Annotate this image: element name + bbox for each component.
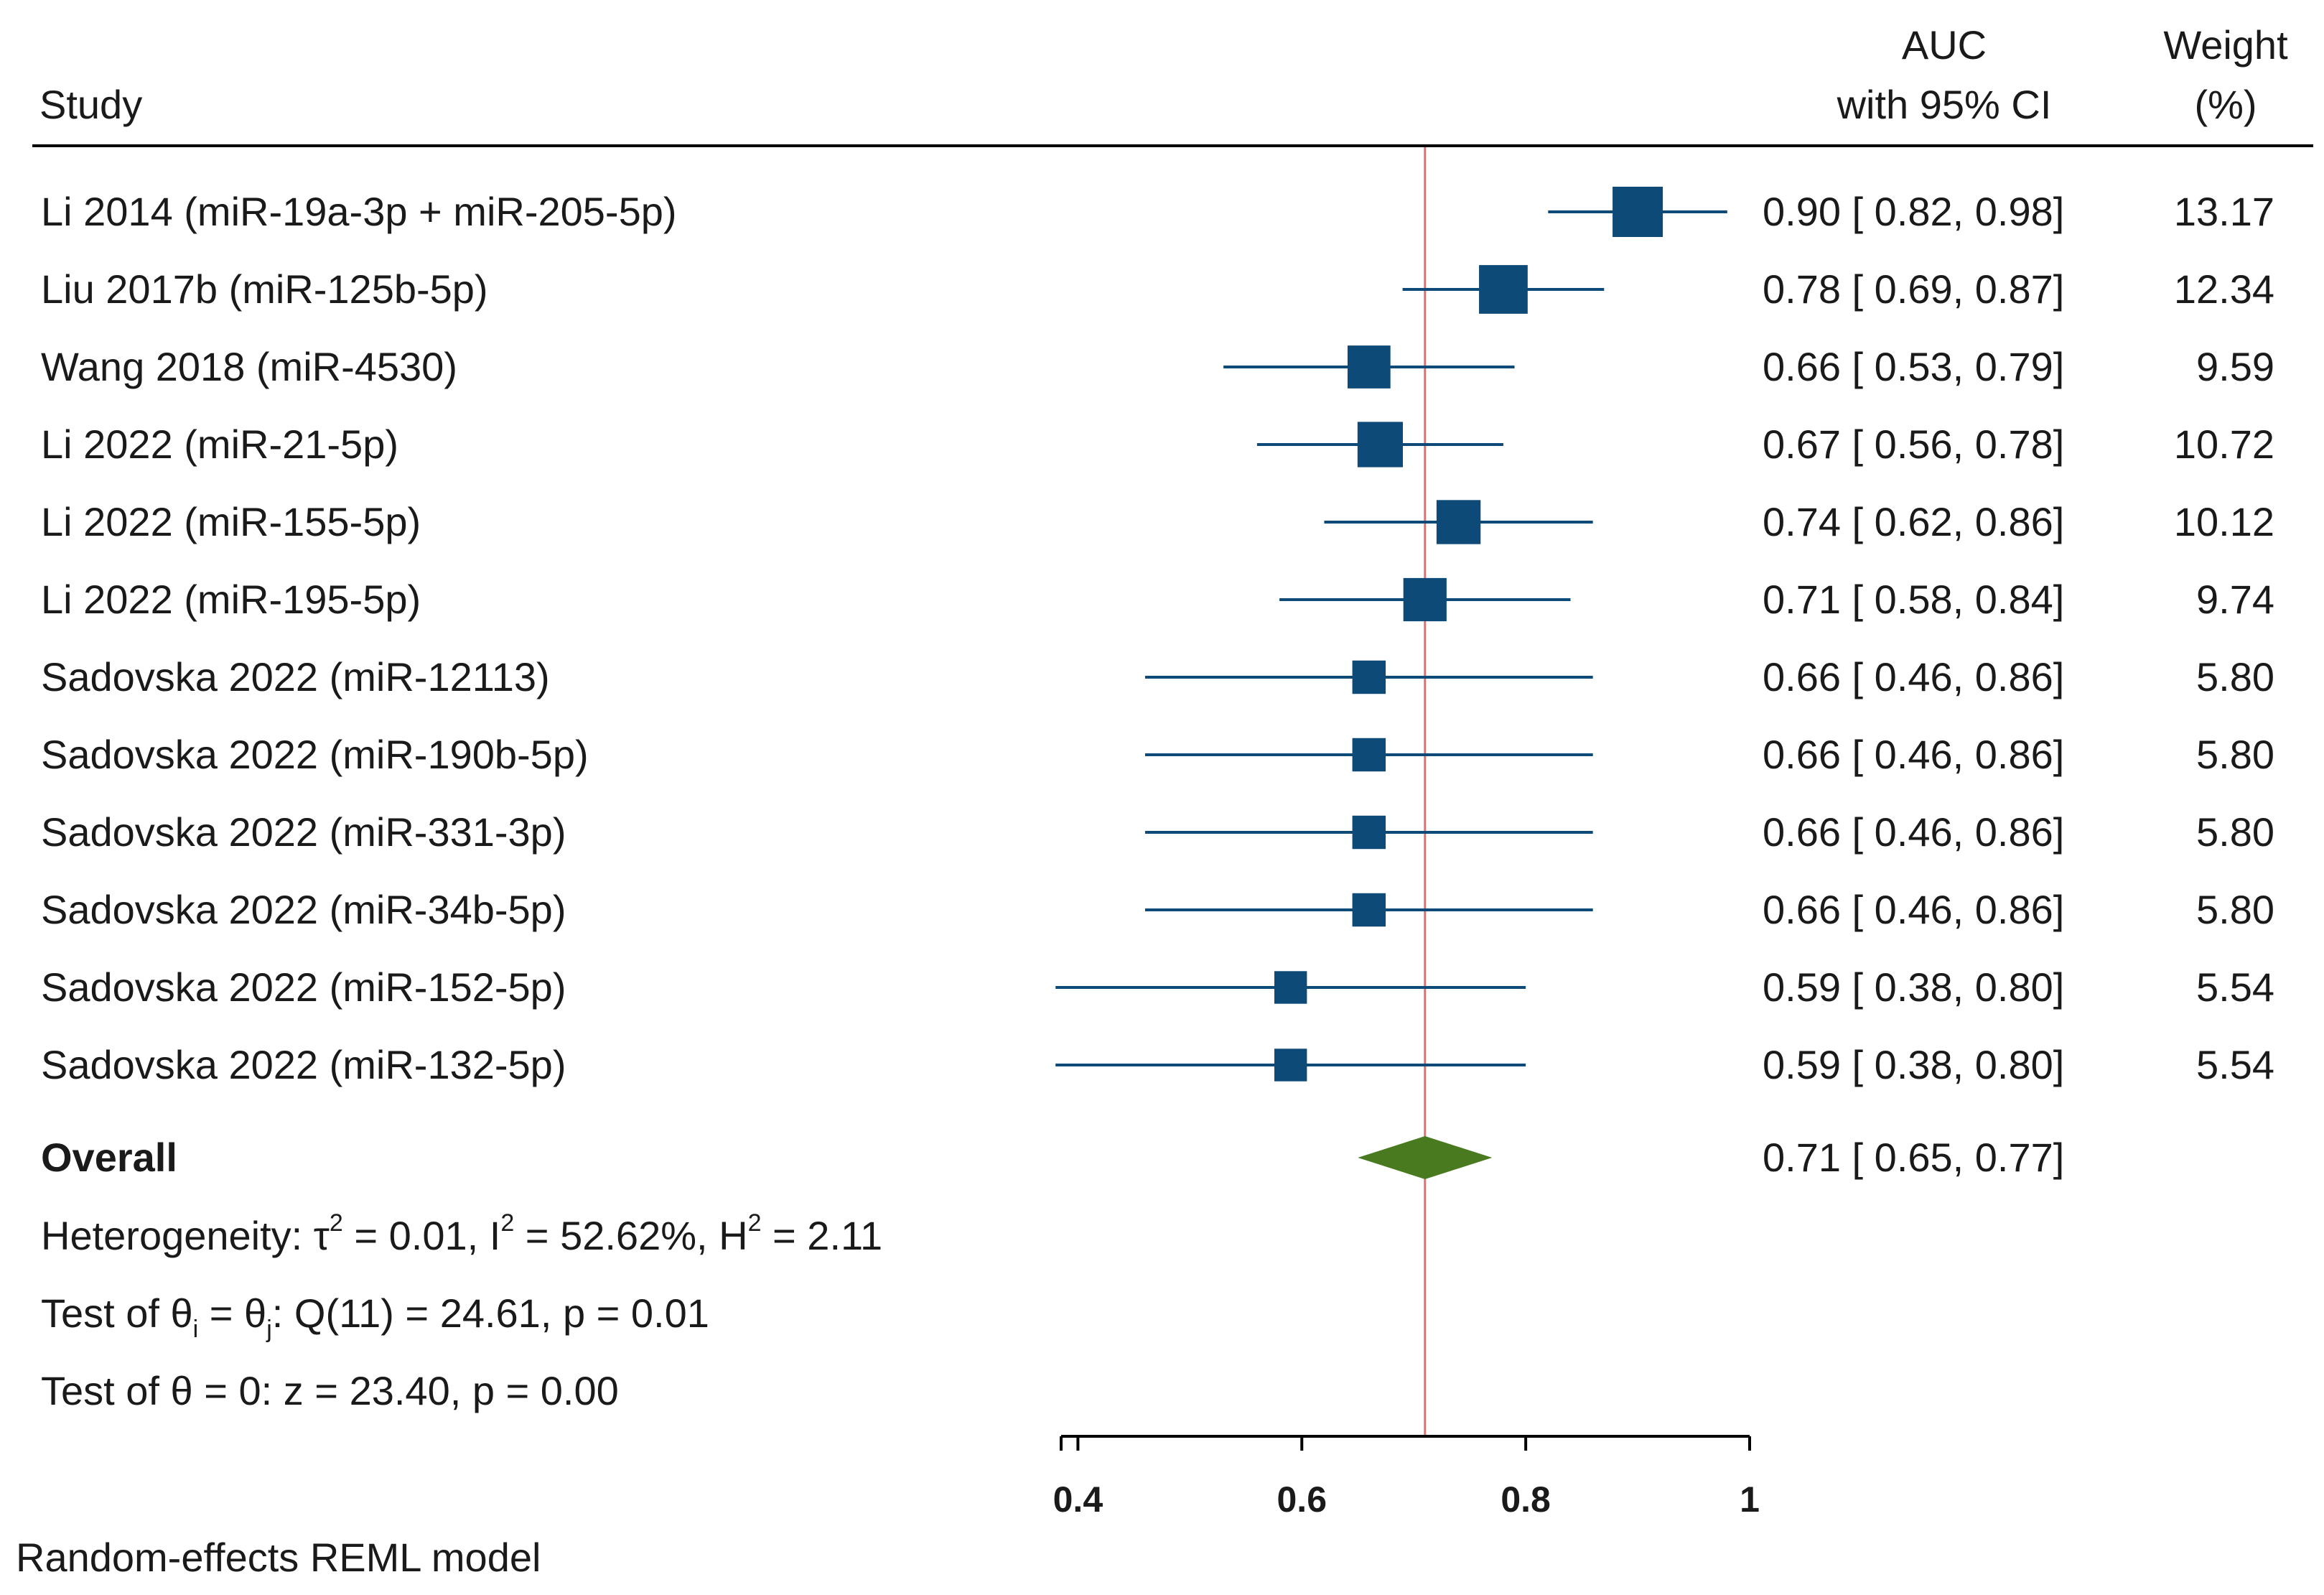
test-theta-ij-prefix: Test of θ xyxy=(41,1291,193,1336)
weight-text: 10.12 xyxy=(2174,499,2274,544)
x-axis: 0.4 0.6 0.8 1 xyxy=(1053,1435,1760,1520)
effect-marker xyxy=(1357,422,1403,468)
header-weight-line1: Weight xyxy=(2163,22,2288,68)
ci-text: 0.74 [ 0.62, 0.86] xyxy=(1763,499,2064,544)
study-row: Sadovska 2022 (miR-34b-5p) 0.66 [ 0.46, 0… xyxy=(41,887,2274,932)
weight-text: 5.80 xyxy=(2196,887,2274,932)
tau-squared-value: = 0.01, I xyxy=(343,1213,501,1258)
study-row: Li 2022 (miR-195-5p) 0.71 [ 0.58, 0.84] 9.… xyxy=(41,577,2274,622)
overall-label: Overall xyxy=(41,1135,177,1180)
test-theta-ij-middle: = θ xyxy=(198,1291,266,1336)
overall-row: Overall 0.71 [ 0.65, 0.77] xyxy=(41,1135,2064,1180)
ci-text: 0.66 [ 0.46, 0.86] xyxy=(1763,887,2064,932)
effect-marker xyxy=(1403,577,1447,622)
effect-marker xyxy=(1352,815,1386,850)
ci-text: 0.66 [ 0.46, 0.86] xyxy=(1763,809,2064,855)
effect-marker xyxy=(1274,971,1307,1004)
study-label: Wang 2018 (miR-4530) xyxy=(41,344,457,389)
study-row: Sadovska 2022 (miR-12113) 0.66 [ 0.46, 0.… xyxy=(41,654,2274,699)
h-squared-sup: 2 xyxy=(748,1209,762,1237)
study-row: Sadovska 2022 (miR-132-5p) 0.59 [ 0.38, 0… xyxy=(41,1042,2274,1087)
weight-text: 13.17 xyxy=(2174,189,2274,234)
ci-text: 0.66 [ 0.46, 0.86] xyxy=(1763,654,2064,699)
weight-text: 12.34 xyxy=(2174,266,2274,312)
weight-text: 9.59 xyxy=(2196,344,2274,389)
study-label: Li 2014 (miR-19a-3p + miR-205-5p) xyxy=(41,189,677,234)
weight-text: 5.80 xyxy=(2196,654,2274,699)
heterogeneity-prefix: Heterogeneity: τ xyxy=(41,1213,330,1258)
study-row: Sadovska 2022 (miR-331-3p) 0.66 [ 0.46, 0… xyxy=(41,809,2274,855)
effect-marker xyxy=(1274,1048,1307,1082)
study-label: Sadovska 2022 (miR-331-3p) xyxy=(41,809,566,855)
ci-text: 0.71 [ 0.58, 0.84] xyxy=(1763,577,2064,622)
ci-text: 0.67 [ 0.56, 0.78] xyxy=(1763,422,2064,467)
ci-text: 0.90 [ 0.82, 0.98] xyxy=(1763,189,2064,234)
study-row: Li 2022 (miR-155-5p) 0.74 [ 0.62, 0.86] 10… xyxy=(41,499,2274,544)
ci-text: 0.59 [ 0.38, 0.80] xyxy=(1763,1042,2064,1087)
heterogeneity-stats: Heterogeneity: τ2 = 0.01, I2 = 52.62%, H… xyxy=(41,1209,882,1258)
theta-sub-j: j xyxy=(266,1316,272,1343)
effect-marker xyxy=(1436,500,1481,544)
tau-squared-sup: 2 xyxy=(330,1209,343,1237)
study-label: Sadovska 2022 (miR-190b-5p) xyxy=(41,732,589,777)
i-squared-sup: 2 xyxy=(500,1209,514,1237)
test-theta-zero: Test of θ = 0: z = 23.40, p = 0.00 xyxy=(41,1368,619,1413)
header-study: Study xyxy=(39,82,142,127)
weight-text: 5.80 xyxy=(2196,732,2274,777)
study-label: Sadovska 2022 (miR-34b-5p) xyxy=(41,887,566,932)
effect-marker xyxy=(1352,660,1386,694)
test-theta-ij: Test of θi = θj: Q(11) = 24.61, p = 0.01 xyxy=(41,1291,709,1343)
effect-marker xyxy=(1479,265,1528,314)
x-tick-label: 0.8 xyxy=(1501,1479,1551,1520)
study-label: Li 2022 (miR-21-5p) xyxy=(41,422,398,467)
x-tick-label: 1 xyxy=(1740,1479,1760,1520)
theta-sub-i: i xyxy=(193,1316,199,1343)
ci-text: 0.66 [ 0.46, 0.86] xyxy=(1763,732,2064,777)
study-label: Liu 2017b (miR-125b-5p) xyxy=(41,266,488,312)
study-row: Wang 2018 (miR-4530) 0.66 [ 0.53, 0.79] 9.… xyxy=(41,344,2274,389)
weight-text: 10.72 xyxy=(2174,422,2274,467)
study-label: Li 2022 (miR-155-5p) xyxy=(41,499,421,544)
x-tick-label: 0.6 xyxy=(1277,1479,1327,1520)
overall-diamond xyxy=(1358,1136,1493,1179)
ci-text: 0.59 [ 0.38, 0.80] xyxy=(1763,964,2064,1010)
effect-marker xyxy=(1352,738,1386,772)
study-label: Sadovska 2022 (miR-132-5p) xyxy=(41,1042,566,1087)
header-auc-line2: with 95% CI xyxy=(1837,82,2052,127)
effect-marker xyxy=(1347,345,1391,389)
study-label: Sadovska 2022 (miR-152-5p) xyxy=(41,964,566,1010)
ci-text: 0.78 [ 0.69, 0.87] xyxy=(1763,266,2064,312)
header-auc-line1: AUC xyxy=(1902,22,1987,68)
study-row: Liu 2017b (miR-125b-5p) 0.78 [ 0.69, 0.87… xyxy=(41,265,2274,314)
x-tick-label: 0.4 xyxy=(1053,1479,1103,1520)
overall-ci-text: 0.71 [ 0.65, 0.77] xyxy=(1763,1135,2064,1180)
weight-text: 9.74 xyxy=(2196,577,2274,622)
study-label: Sadovska 2022 (miR-12113) xyxy=(41,654,550,699)
study-row: Sadovska 2022 (miR-152-5p) 0.59 [ 0.38, 0… xyxy=(41,964,2274,1010)
h-squared-value: = 2.11 xyxy=(761,1213,882,1258)
study-label: Li 2022 (miR-195-5p) xyxy=(41,577,421,622)
weight-text: 5.54 xyxy=(2196,964,2274,1010)
weight-text: 5.80 xyxy=(2196,809,2274,855)
weight-text: 5.54 xyxy=(2196,1042,2274,1087)
header-weight-line2: (%) xyxy=(2194,82,2257,127)
i-squared-value: = 52.62%, H xyxy=(514,1213,747,1258)
study-rows: Li 2014 (miR-19a-3p + miR-205-5p) 0.90 [ … xyxy=(41,187,2274,1087)
study-row: Li 2014 (miR-19a-3p + miR-205-5p) 0.90 [ … xyxy=(41,187,2274,237)
study-row: Sadovska 2022 (miR-190b-5p) 0.66 [ 0.46, … xyxy=(41,732,2274,777)
study-row: Li 2022 (miR-21-5p) 0.67 [ 0.56, 0.78] 10.… xyxy=(41,422,2274,468)
effect-marker xyxy=(1352,893,1386,927)
effect-marker xyxy=(1613,187,1663,237)
model-note: Random-effects REML model xyxy=(16,1535,541,1580)
ci-text: 0.66 [ 0.53, 0.79] xyxy=(1763,344,2064,389)
test-theta-ij-suffix: : Q(11) = 24.61, p = 0.01 xyxy=(272,1291,709,1336)
